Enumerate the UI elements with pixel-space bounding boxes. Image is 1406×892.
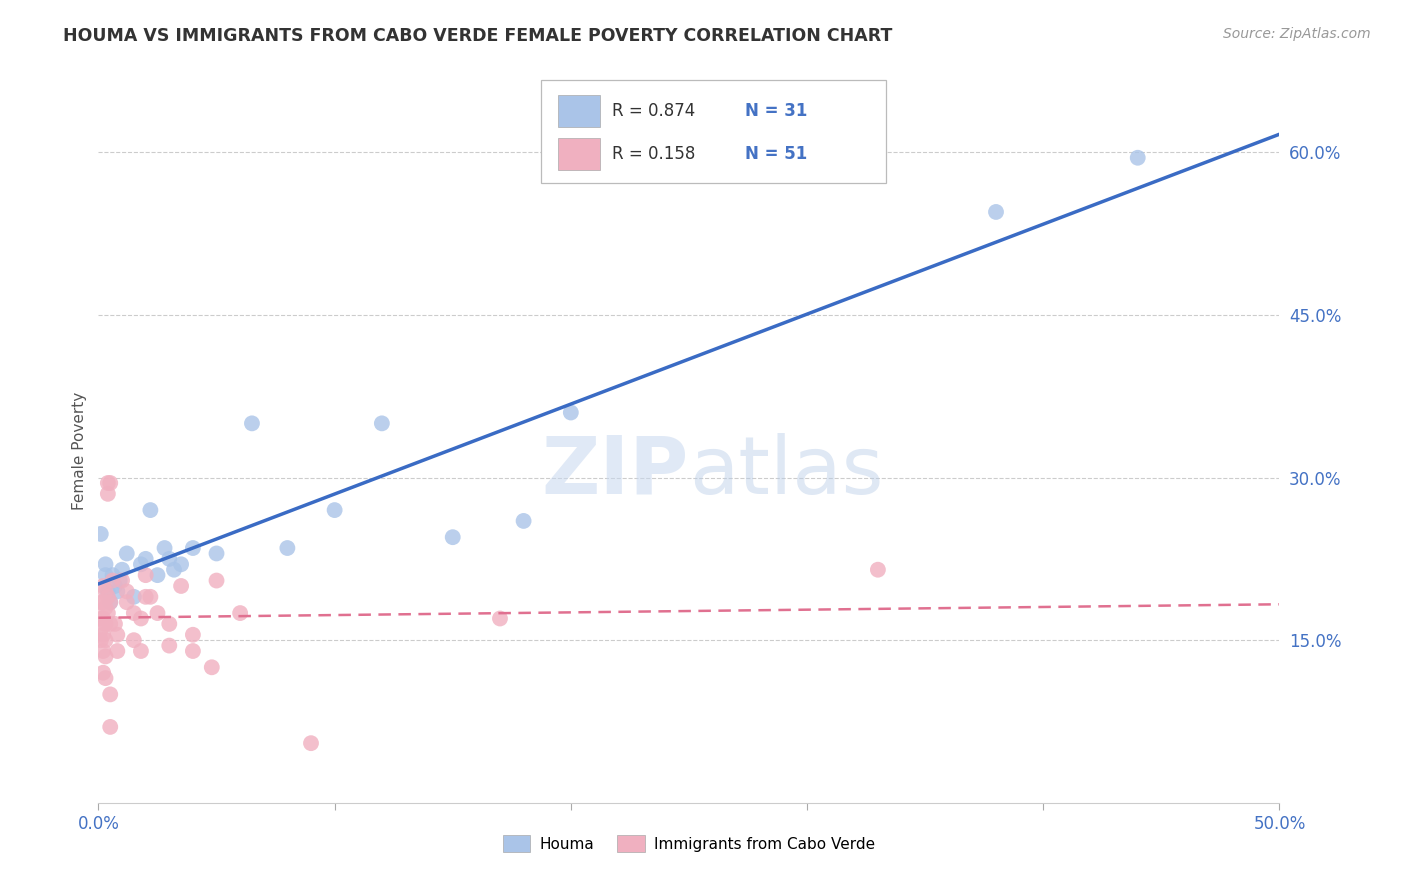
Point — [105, 644, 128, 658]
Point — [157, 616, 180, 631]
Point — [97, 590, 120, 604]
Point — [181, 644, 204, 658]
Point — [94, 584, 117, 599]
Point — [94, 616, 117, 631]
Text: R = 0.874: R = 0.874 — [612, 102, 695, 120]
Point — [111, 563, 134, 577]
Point — [91, 595, 114, 609]
Point — [122, 606, 145, 620]
Point — [122, 633, 145, 648]
Text: atlas: atlas — [689, 433, 883, 510]
Point — [94, 649, 117, 664]
Point — [129, 558, 152, 572]
Point — [170, 558, 193, 572]
Point — [91, 611, 114, 625]
Point — [104, 579, 127, 593]
Point — [201, 660, 224, 674]
Point — [146, 606, 169, 620]
Text: R = 0.158: R = 0.158 — [612, 145, 695, 163]
Text: ZIP: ZIP — [541, 433, 689, 510]
Point — [866, 563, 889, 577]
Text: HOUMA VS IMMIGRANTS FROM CABO VERDE FEMALE POVERTY CORRELATION CHART: HOUMA VS IMMIGRANTS FROM CABO VERDE FEMA… — [63, 27, 893, 45]
Point — [139, 503, 162, 517]
Point — [98, 475, 121, 490]
Point — [97, 606, 120, 620]
Legend: Houma, Immigrants from Cabo Verde: Houma, Immigrants from Cabo Verde — [496, 829, 882, 859]
Point — [111, 574, 134, 588]
Point — [108, 574, 131, 588]
Point — [489, 611, 512, 625]
Point — [91, 628, 114, 642]
Point — [90, 595, 112, 609]
Point — [97, 475, 120, 490]
Point — [90, 623, 112, 637]
Point — [205, 546, 228, 560]
Point — [512, 514, 534, 528]
Point — [276, 541, 298, 555]
Point — [129, 611, 152, 625]
Point — [98, 616, 121, 631]
Point — [97, 584, 120, 599]
Point — [91, 665, 114, 680]
Point — [101, 568, 124, 582]
Point — [122, 590, 145, 604]
Point — [135, 568, 157, 582]
Point — [97, 487, 120, 501]
Point — [163, 563, 186, 577]
Point — [181, 628, 204, 642]
Point — [205, 574, 228, 588]
Point — [371, 417, 394, 431]
Point — [181, 541, 204, 555]
Point — [98, 720, 121, 734]
Point — [104, 616, 127, 631]
Point — [90, 611, 112, 625]
Point — [135, 590, 157, 604]
Point — [1126, 151, 1149, 165]
Point — [170, 579, 193, 593]
Y-axis label: Female Poverty: Female Poverty — [72, 392, 87, 509]
Point — [94, 600, 117, 615]
Text: N = 31: N = 31 — [745, 102, 807, 120]
Point — [98, 595, 121, 609]
Point — [98, 687, 121, 701]
Point — [129, 644, 152, 658]
Point — [157, 552, 180, 566]
Point — [94, 558, 117, 572]
Point — [94, 568, 117, 582]
Point — [146, 568, 169, 582]
Point — [94, 633, 117, 648]
Point — [105, 628, 128, 642]
Point — [90, 527, 112, 541]
Text: Source: ZipAtlas.com: Source: ZipAtlas.com — [1223, 27, 1371, 41]
Point — [441, 530, 464, 544]
Point — [115, 584, 138, 599]
Point — [153, 541, 176, 555]
Point — [323, 503, 346, 517]
Point — [560, 405, 582, 419]
Point — [135, 552, 157, 566]
Point — [240, 417, 263, 431]
Point — [105, 584, 128, 599]
Point — [984, 205, 1007, 219]
Point — [91, 579, 114, 593]
Point — [98, 595, 121, 609]
Point — [115, 546, 138, 560]
Point — [91, 644, 114, 658]
Point — [299, 736, 322, 750]
Point — [157, 639, 180, 653]
Point — [229, 606, 252, 620]
Point — [139, 590, 162, 604]
Point — [101, 574, 124, 588]
Point — [90, 633, 112, 648]
Text: N = 51: N = 51 — [745, 145, 807, 163]
Point — [94, 671, 117, 685]
Point — [115, 595, 138, 609]
